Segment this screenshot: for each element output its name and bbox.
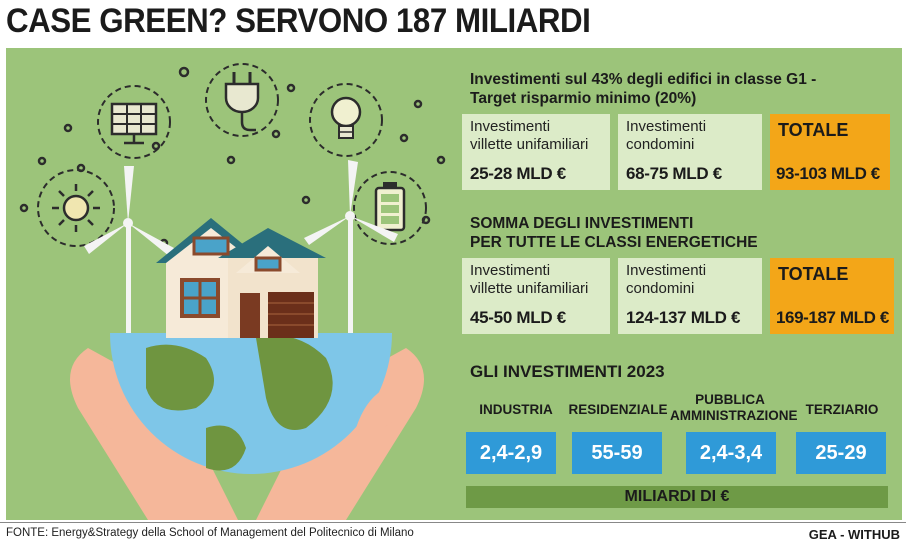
- value-pubblica-amministrazione: 2,4-3,4: [686, 432, 776, 474]
- total-value: 169-187 MLD €: [776, 308, 889, 327]
- category-industria: INDUSTRIA: [479, 402, 553, 417]
- villette-label: Investimenti villette unifamiliari: [470, 262, 589, 297]
- section1-title: Investimenti sul 43% degli edifici in cl…: [470, 71, 817, 107]
- illustration: [19, 63, 446, 520]
- wind-turbine-right: [304, 160, 398, 386]
- section1-total-box: TOTALE 93-103 MLD €: [770, 114, 890, 190]
- unit-bar: MILIARDI DI €: [466, 486, 888, 508]
- category-residenziale: RESIDENZIALE: [568, 402, 668, 417]
- footer-divider: [0, 522, 906, 523]
- villette-value: 25-28 MLD €: [470, 164, 566, 183]
- house: [156, 218, 326, 338]
- section3-title: GLI INVESTIMENTI 2023: [470, 362, 665, 381]
- total-value: 93-103 MLD €: [776, 164, 880, 183]
- villette-value: 45-50 MLD €: [470, 308, 566, 327]
- total-label: TOTALE: [778, 264, 849, 284]
- section1-villette-box: Investimenti villette unifamiliari 25-28 …: [462, 114, 610, 190]
- condomini-label: Investimenti condomini: [626, 262, 707, 297]
- sun-icon: [37, 169, 115, 247]
- plug-icon: [205, 63, 279, 137]
- battery-icon: [353, 171, 427, 245]
- globe: [110, 333, 392, 474]
- lightbulb-icon: [309, 83, 383, 157]
- villette-label: Investimenti villette unifamiliari: [470, 118, 589, 153]
- section2-villette-box: Investimenti villette unifamiliari 45-50 …: [462, 258, 610, 334]
- wind-turbine-left: [84, 166, 174, 388]
- source-text: FONTE: Energy&Strategy della School of M…: [6, 527, 414, 539]
- solar-panel-icon: [97, 85, 171, 159]
- section2-condomini-box: Investimenti condomini 124-137 MLD €: [618, 258, 762, 334]
- page-title: CASE GREEN? SERVONO 187 MILIARDI: [6, 2, 591, 40]
- section2-title: SOMMA DEGLI INVESTIMENTI PER TUTTE LE CL…: [470, 215, 758, 251]
- condomini-value: 68-75 MLD €: [626, 164, 722, 183]
- total-label: TOTALE: [778, 120, 849, 140]
- condomini-value: 124-137 MLD €: [626, 308, 741, 327]
- value-terziario: 25-29: [796, 432, 886, 474]
- brand-logo: GEA - WITHUB: [808, 527, 900, 542]
- infographic-panel: Investimenti sul 43% degli edifici in cl…: [6, 48, 902, 520]
- section2-total-box: TOTALE 169-187 MLD €: [770, 258, 894, 334]
- condomini-label: Investimenti condomini: [626, 118, 707, 153]
- value-residenziale: 55-59: [572, 432, 662, 474]
- section1-condomini-box: Investimenti condomini 68-75 MLD €: [618, 114, 762, 190]
- value-industria: 2,4-2,9: [466, 432, 556, 474]
- category-terziario: TERZIARIO: [805, 402, 879, 417]
- category-pubblica-amministrazione: PUBBLICA AMMINISTRAZIONE: [670, 392, 798, 423]
